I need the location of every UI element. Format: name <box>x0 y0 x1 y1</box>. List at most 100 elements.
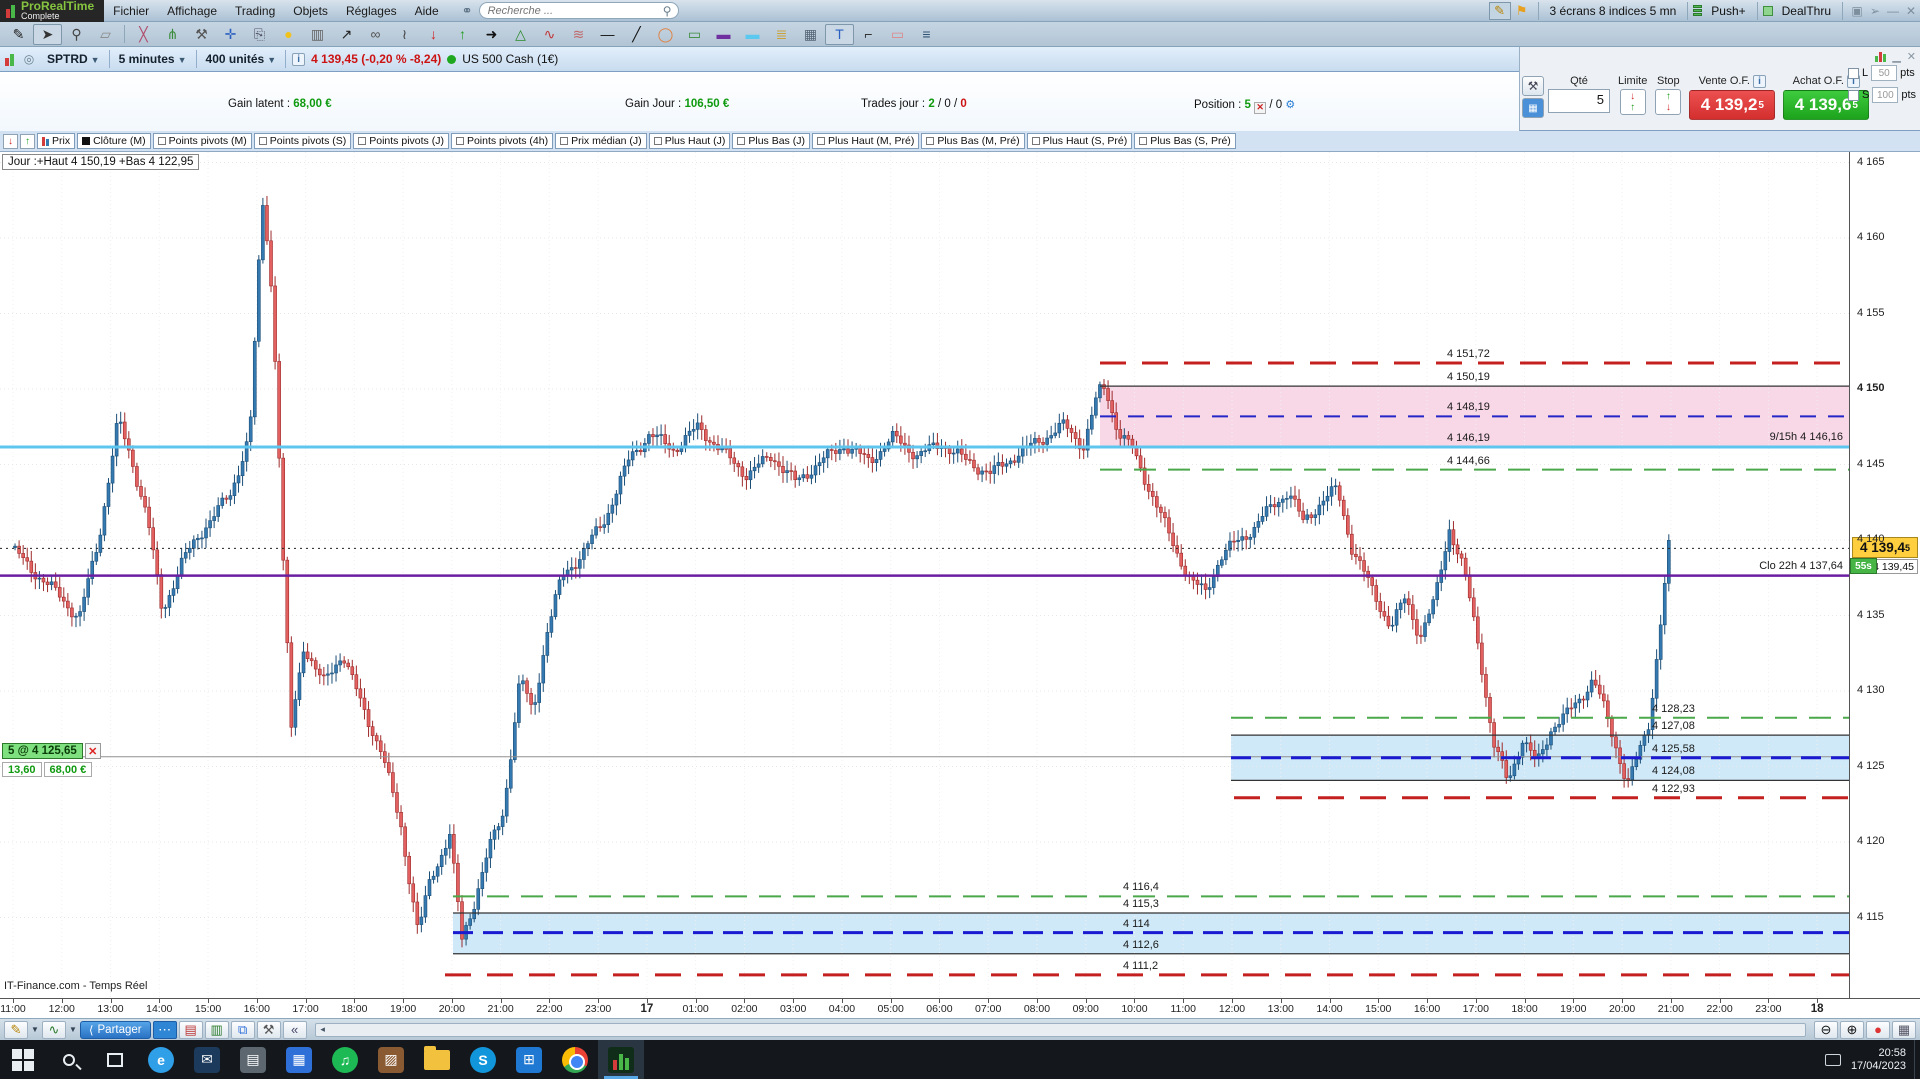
tool-dots-tool-icon[interactable]: ≡ <box>922 26 931 42</box>
chart-window-icon[interactable]: ⧉ <box>230 1020 255 1039</box>
price-axis[interactable]: 4 139,4 5 4 139,45 55s 4 165 4 160 4 155 4 1… <box>1849 152 1920 998</box>
menu-aide[interactable]: Aide <box>414 3 439 18</box>
tool-node-line-icon[interactable]: ≀ <box>401 25 408 42</box>
tab-points-pivots-4h-[interactable]: Points pivots (4h) <box>450 133 554 149</box>
share-button[interactable]: ⟨ Partager <box>80 1020 151 1039</box>
tool-arrow-up-right-icon[interactable]: ↗ <box>340 25 353 42</box>
tool-arrow-right-icon[interactable]: ➜ <box>485 25 498 42</box>
tray-keyboard-icon[interactable] <box>1824 1053 1841 1066</box>
tool-fibonacci-icon[interactable]: ≣ <box>775 25 788 42</box>
tool-link-segments-icon[interactable]: ∞ <box>370 26 381 42</box>
pin-icon[interactable]: ➢ <box>1869 3 1881 18</box>
chart-plot[interactable]: Jour :+Haut 4 150,19 +Bas 4 122,95 IT-Fi… <box>0 152 1849 998</box>
window-settings-icon[interactable]: ▣ <box>1851 3 1863 18</box>
push-button[interactable]: Push+ <box>1711 3 1746 18</box>
signature-caret-icon[interactable]: ▼ <box>31 1025 39 1034</box>
tool-trendline-cross-icon[interactable]: ╳ <box>139 25 148 42</box>
limit-order-icon[interactable]: ↓ ↑ <box>1619 89 1646 115</box>
taskbar-spotify-icon[interactable]: ♫ <box>322 1040 368 1079</box>
position-settings-icon[interactable]: ⚙ <box>1285 99 1296 111</box>
stop-checkbox[interactable] <box>1848 89 1859 101</box>
taskbar-mail-icon[interactable]: ✉ <box>184 1040 230 1079</box>
zoom-out-icon[interactable]: ⊖ <box>1814 1020 1838 1039</box>
tool-cursor-icon[interactable]: ➤ <box>33 23 62 45</box>
workspace-selector[interactable]: 3 écrans 8 indices 5 mn <box>1549 3 1677 18</box>
tab-plus-haut-s-pr-[interactable]: Plus Haut (S, Pré) <box>1026 133 1133 149</box>
taskbar-edge-icon[interactable]: e <box>138 1040 184 1079</box>
units-selector[interactable]: 400 unités ▼ <box>205 52 277 66</box>
tab-plus-bas-m-pr-[interactable]: Plus Bas (M, Pré) <box>921 133 1025 149</box>
tool-angle-tool-icon[interactable]: ⌐ <box>864 26 873 42</box>
annotate-icon[interactable]: ✎ <box>1488 1 1511 20</box>
tool-zigzag-pattern-icon[interactable]: ∿ <box>543 25 556 42</box>
tab-points-pivots-s-[interactable]: Points pivots (S) <box>253 133 352 149</box>
tool-ellipse-icon[interactable]: ◯ <box>657 25 674 42</box>
info-icon[interactable]: i <box>292 52 306 66</box>
scroll-down-icon[interactable]: ↓ <box>3 133 18 149</box>
tool-draw-pencil-icon[interactable]: ✎ <box>12 25 25 42</box>
tool-alert-bell-icon[interactable]: ● <box>284 26 293 42</box>
timeframe-selector[interactable]: 5 minutes ▼ <box>118 52 187 66</box>
panel-chart-icon[interactable] <box>1875 51 1887 62</box>
tab-points-pivots-m-[interactable]: Points pivots (M) <box>152 133 252 149</box>
replay-icon[interactable]: ● <box>1866 1020 1890 1039</box>
stop-pts-input[interactable]: 100 <box>1872 87 1899 103</box>
dealthru-button[interactable]: DealThru <box>1781 3 1831 18</box>
signature-icon[interactable]: ✎ <box>4 1020 28 1039</box>
close-position-button[interactable]: ✕ <box>84 743 101 759</box>
link-icon[interactable]: ⚭ <box>461 2 473 18</box>
tool-copy-tool-icon[interactable]: ⎘ <box>253 25 266 42</box>
tool-trash-icon[interactable]: ▥ <box>310 25 325 42</box>
tool-rectangle-icon[interactable]: ▭ <box>687 25 702 42</box>
taskbar-task-view-icon[interactable] <box>92 1040 138 1079</box>
quantity-input[interactable]: 5 <box>1548 89 1610 113</box>
tab-plus-haut-j-[interactable]: Plus Haut (J) <box>648 133 731 149</box>
chart-scrollbar[interactable]: ◂ <box>314 1022 1806 1037</box>
tab-prix[interactable]: Prix <box>37 133 76 149</box>
tool-ruler-icon[interactable]: ▱ <box>100 25 111 42</box>
tool-thick-line-cyan-icon[interactable]: ▬ <box>745 26 760 42</box>
chat-icon[interactable]: ⋯ <box>152 1020 177 1039</box>
limit-checkbox[interactable] <box>1848 67 1859 79</box>
menu-affichage[interactable]: Affichage <box>167 3 217 18</box>
taskbar-app-blue-icon[interactable]: ▦ <box>276 1040 322 1079</box>
tab-cl-ture-m-[interactable]: Clôture (M) <box>77 133 151 149</box>
tab-plus-bas-s-pr-[interactable]: Plus Bas (S, Pré) <box>1134 133 1236 149</box>
taskbar-start-icon[interactable] <box>0 1040 46 1079</box>
buy-button[interactable]: 4 139,6 5 <box>1783 90 1870 120</box>
menu-trading[interactable]: Trading <box>235 3 276 18</box>
show-desktop-button[interactable] <box>1914 1040 1920 1079</box>
tool-text-tool-icon[interactable]: T <box>825 23 854 45</box>
symbol-selector[interactable]: SPTRD ▼ <box>47 52 100 66</box>
taskbar-skype-icon[interactable]: S <box>460 1040 506 1079</box>
scroll-up-icon[interactable]: ↑ <box>20 133 35 149</box>
taskbar-file-explorer-icon[interactable] <box>414 1040 460 1079</box>
tool-grid-tool-icon[interactable]: ▦ <box>803 25 818 42</box>
menu-objets[interactable]: Objets <box>293 3 328 18</box>
panel-close-icon[interactable]: ✕ <box>1906 51 1916 63</box>
taskbar-app-brown-icon[interactable]: ▨ <box>368 1040 414 1079</box>
tool-sell-arrow-icon[interactable]: ↓ <box>430 26 437 42</box>
tool-multi-trendline-icon[interactable]: ⋔ <box>166 25 179 42</box>
chart-tools-icon[interactable]: ⚒ <box>256 1020 281 1039</box>
tab-plus-haut-m-pr-[interactable]: Plus Haut (M, Pré) <box>811 133 920 149</box>
time-axis[interactable]: 11:00 12:00 13:00 14:00 15:00 16:00 17:00 18:00… <box>0 998 1920 1018</box>
limit-pts-input[interactable]: 50 <box>1871 65 1898 81</box>
tool-channel-pattern-icon[interactable]: ≋ <box>572 25 585 42</box>
taskbar-clock[interactable]: 20:58 17/04/2023 <box>1851 1047 1914 1073</box>
chart-style-icon[interactable]: ∿ <box>42 1020 66 1039</box>
taskbar-folder-dark-icon[interactable]: ▤ <box>230 1040 276 1079</box>
tab-points-pivots-j-[interactable]: Points pivots (J) <box>353 133 449 149</box>
tool-zone-tool-icon[interactable]: ▭ <box>890 25 905 42</box>
tab-plus-bas-j-[interactable]: Plus Bas (J) <box>732 133 810 149</box>
report-icon[interactable]: ▤ <box>178 1020 203 1039</box>
chart-style-caret-icon[interactable]: ▼ <box>69 1025 77 1034</box>
stop-order-icon[interactable]: ↑ ↓ <box>1655 89 1682 115</box>
keypad-icon[interactable]: ▦ <box>1522 98 1544 118</box>
taskbar-store-icon[interactable]: ⊞ <box>506 1040 552 1079</box>
close-position-icon[interactable]: ✕ <box>1254 101 1267 114</box>
panel-minimize-icon[interactable]: ▁ <box>1892 51 1901 63</box>
close-button[interactable]: ✕ <box>1905 3 1917 18</box>
order-settings-icon[interactable]: ⚒ <box>1522 76 1544 96</box>
tool-thick-line-purple-icon[interactable]: ▬ <box>716 26 731 42</box>
